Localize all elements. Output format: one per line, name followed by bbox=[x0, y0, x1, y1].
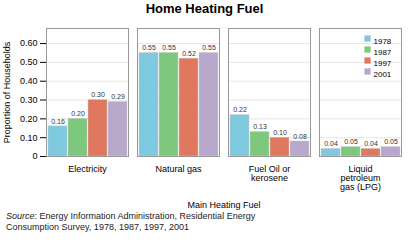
svg-text:Main Heating Fuel: Main Heating Fuel bbox=[187, 200, 260, 210]
svg-text:1997: 1997 bbox=[374, 59, 392, 68]
svg-text:Fuel Oil orkerosene: Fuel Oil orkerosene bbox=[249, 164, 291, 183]
svg-text:0.29: 0.29 bbox=[111, 93, 125, 100]
svg-text:0.30: 0.30 bbox=[20, 95, 38, 105]
svg-text:2001: 2001 bbox=[374, 70, 392, 79]
svg-text:Proportion of Households: Proportion of Households bbox=[2, 41, 12, 143]
svg-text:0.50: 0.50 bbox=[20, 57, 38, 67]
svg-text:0.40: 0.40 bbox=[20, 76, 38, 86]
svg-text:Liquidpetroleumgas (LPG): Liquidpetroleumgas (LPG) bbox=[340, 164, 381, 192]
svg-text:0.08: 0.08 bbox=[293, 133, 307, 140]
svg-text:1987: 1987 bbox=[374, 48, 392, 57]
svg-text:Electricity: Electricity bbox=[68, 164, 107, 174]
svg-text:0.10: 0.10 bbox=[20, 133, 38, 143]
html-text:Source: Energy Information Adm: Source: Energy Information Administratio… bbox=[6, 211, 256, 232]
svg-text:1978: 1978 bbox=[374, 37, 392, 46]
svg-text:0.20: 0.20 bbox=[20, 114, 38, 124]
svg-text:0.16: 0.16 bbox=[51, 118, 65, 125]
svg-text:0.10: 0.10 bbox=[273, 129, 287, 136]
svg-text:Natural gas: Natural gas bbox=[155, 164, 202, 174]
svg-text:0.30: 0.30 bbox=[91, 91, 105, 98]
svg-text:0.13: 0.13 bbox=[253, 123, 267, 130]
svg-text:0.55: 0.55 bbox=[142, 44, 156, 51]
svg-text:0.04: 0.04 bbox=[364, 140, 378, 147]
svg-text:0.05: 0.05 bbox=[384, 138, 398, 145]
svg-text:0.60: 0.60 bbox=[20, 38, 38, 48]
svg-text:0.55: 0.55 bbox=[202, 44, 216, 51]
svg-text:0.55: 0.55 bbox=[162, 44, 176, 51]
svg-text:0.20: 0.20 bbox=[71, 110, 85, 117]
svg-text:0.04: 0.04 bbox=[324, 140, 338, 147]
svg-text:0.52: 0.52 bbox=[182, 50, 196, 57]
svg-text:0.22: 0.22 bbox=[233, 106, 247, 113]
svg-text:0.05: 0.05 bbox=[344, 138, 358, 145]
html-text:Home Heating Fuel: Home Heating Fuel bbox=[145, 1, 264, 16]
svg-text:0: 0 bbox=[32, 151, 37, 161]
